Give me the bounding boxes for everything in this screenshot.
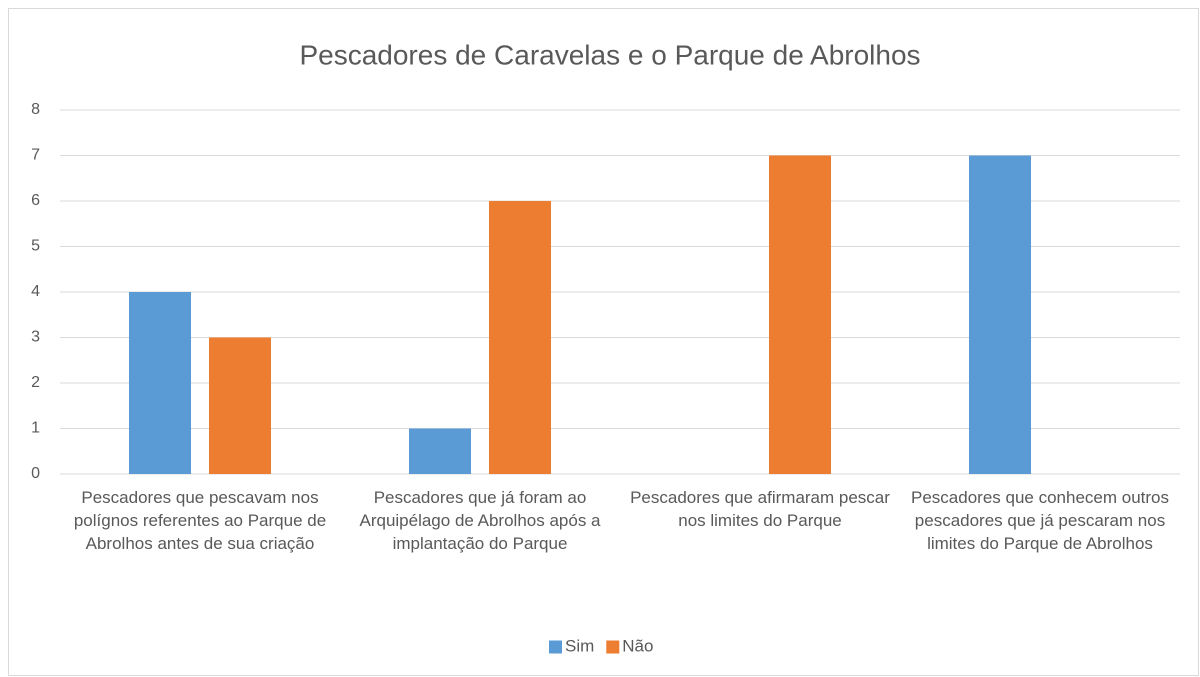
x-tick-label: Pescadores que pescavam nos polígnos ref…: [73, 488, 327, 553]
legend-swatch: [606, 640, 620, 654]
y-tick-label: 6: [31, 192, 40, 209]
bar: [209, 337, 271, 474]
y-tick-label: 2: [31, 374, 40, 391]
y-tick-label: 5: [31, 238, 40, 255]
bar: [489, 201, 551, 474]
y-tick-label: 7: [31, 147, 40, 164]
bar: [769, 155, 831, 474]
x-tick-label: Pescadores que já foram ao Arquipélago d…: [359, 488, 601, 553]
y-tick-label: 8: [31, 101, 40, 118]
chart-title: Pescadores de Caravelas e o Parque de Ab…: [299, 39, 920, 70]
legend-swatch: [549, 640, 562, 654]
x-tick-label: Pescadores que afirmaram pescar nos limi…: [630, 488, 890, 530]
y-tick-label: 3: [31, 329, 40, 346]
y-tick-label: 4: [31, 283, 40, 300]
y-tick-label: 0: [31, 465, 40, 482]
bar: [969, 155, 1031, 474]
x-tick-label: Pescadores que conhecem outros pescadore…: [911, 488, 1169, 553]
bar: [409, 428, 471, 474]
bar: [129, 292, 191, 474]
y-tick-label: 1: [31, 420, 40, 437]
legend-label: Não: [622, 636, 653, 655]
legend-label: Sim: [565, 636, 594, 655]
